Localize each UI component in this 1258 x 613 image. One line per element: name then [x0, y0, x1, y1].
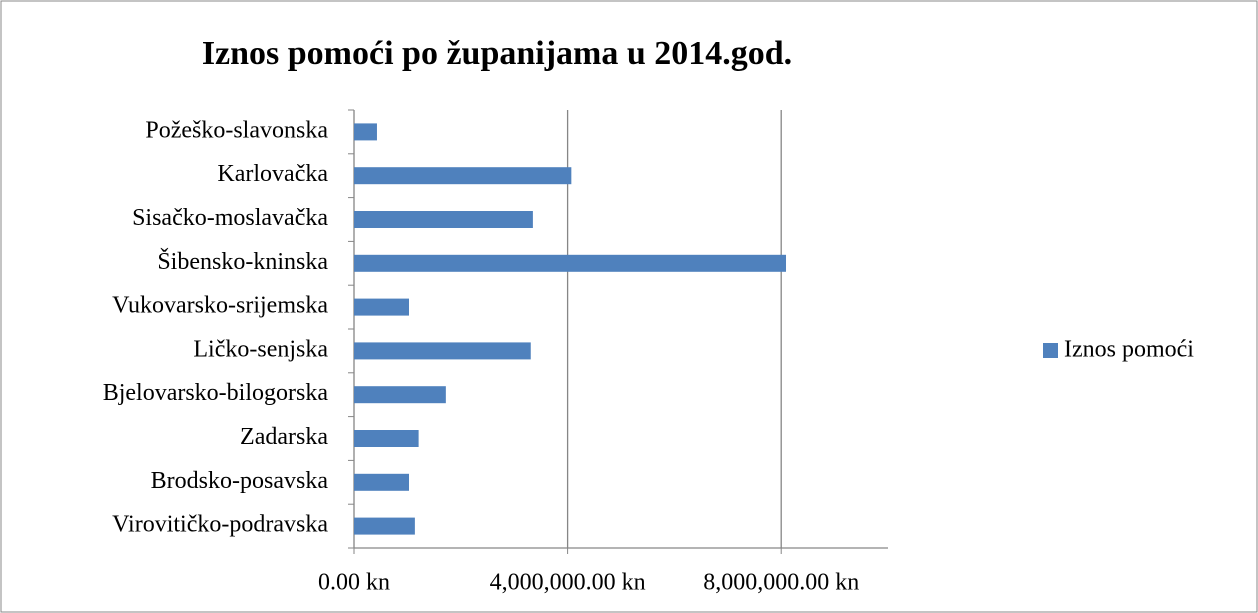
- bar: [354, 254, 787, 272]
- y-tick-label: Vukovarsko-srijemska: [112, 293, 328, 319]
- y-tick-label: Zadarska: [240, 424, 328, 450]
- y-tick-label: Sisačko-moslavačka: [132, 205, 328, 231]
- y-tick-label: Požeško-slavonska: [145, 117, 328, 143]
- x-tick-label: 0.00 kn: [318, 570, 390, 596]
- y-tick-label: Brodsko-posavska: [151, 468, 329, 494]
- legend-swatch: [1043, 343, 1058, 358]
- bar: [354, 473, 410, 491]
- x-tick-label: 4,000,000.00 kn: [490, 570, 646, 596]
- y-tick-label: Ličko-senjska: [193, 336, 328, 362]
- bar: [354, 211, 533, 228]
- legend-label: Iznos pomoći: [1064, 337, 1194, 363]
- bar: [354, 123, 377, 141]
- x-tick-label: 8,000,000.00 kn: [703, 570, 859, 596]
- y-tick-label: Šibensko-kninska: [157, 248, 328, 275]
- bar: [354, 430, 419, 447]
- bar: [354, 167, 572, 185]
- bar: [354, 342, 531, 360]
- chart-title: Iznos pomoći po županijama u 2014.god.: [202, 35, 792, 72]
- bar: [354, 298, 410, 316]
- bar: [354, 517, 415, 535]
- y-tick-label: Karlovačka: [217, 161, 328, 187]
- y-tick-label: Bjelovarsko-bilogorska: [103, 380, 329, 406]
- bar: [354, 386, 446, 404]
- y-tick-label: Virovitičko-podravska: [112, 512, 328, 538]
